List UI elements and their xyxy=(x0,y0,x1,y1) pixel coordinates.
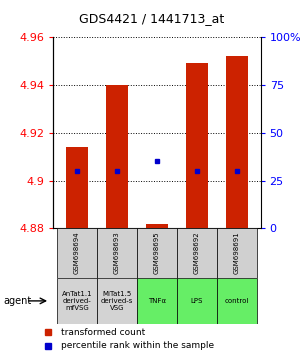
FancyBboxPatch shape xyxy=(137,278,177,324)
FancyBboxPatch shape xyxy=(137,228,177,278)
FancyBboxPatch shape xyxy=(97,278,137,324)
Text: GDS4421 / 1441713_at: GDS4421 / 1441713_at xyxy=(79,12,224,25)
Bar xyxy=(186,63,208,228)
Text: LPS: LPS xyxy=(191,298,203,304)
Bar xyxy=(226,56,248,228)
Text: GSM698693: GSM698693 xyxy=(114,232,120,274)
Text: control: control xyxy=(225,298,249,304)
Bar xyxy=(66,147,88,228)
FancyBboxPatch shape xyxy=(97,228,137,278)
Text: GSM698694: GSM698694 xyxy=(74,232,80,274)
FancyBboxPatch shape xyxy=(177,278,217,324)
Text: MiTat1.5
derived-s
VSG: MiTat1.5 derived-s VSG xyxy=(101,291,133,311)
Text: GSM698691: GSM698691 xyxy=(234,232,240,274)
Text: TNFα: TNFα xyxy=(148,298,166,304)
Text: GSM698695: GSM698695 xyxy=(154,232,160,274)
FancyBboxPatch shape xyxy=(57,228,97,278)
FancyBboxPatch shape xyxy=(217,228,257,278)
Text: transformed count: transformed count xyxy=(61,328,145,337)
FancyBboxPatch shape xyxy=(217,278,257,324)
FancyBboxPatch shape xyxy=(57,278,97,324)
Bar xyxy=(106,85,128,228)
Text: AnTat1.1
derived-
mfVSG: AnTat1.1 derived- mfVSG xyxy=(62,291,92,311)
Bar xyxy=(146,224,168,228)
Text: agent: agent xyxy=(3,296,31,306)
Text: GSM698692: GSM698692 xyxy=(194,232,200,274)
FancyBboxPatch shape xyxy=(177,228,217,278)
Text: percentile rank within the sample: percentile rank within the sample xyxy=(61,341,214,350)
